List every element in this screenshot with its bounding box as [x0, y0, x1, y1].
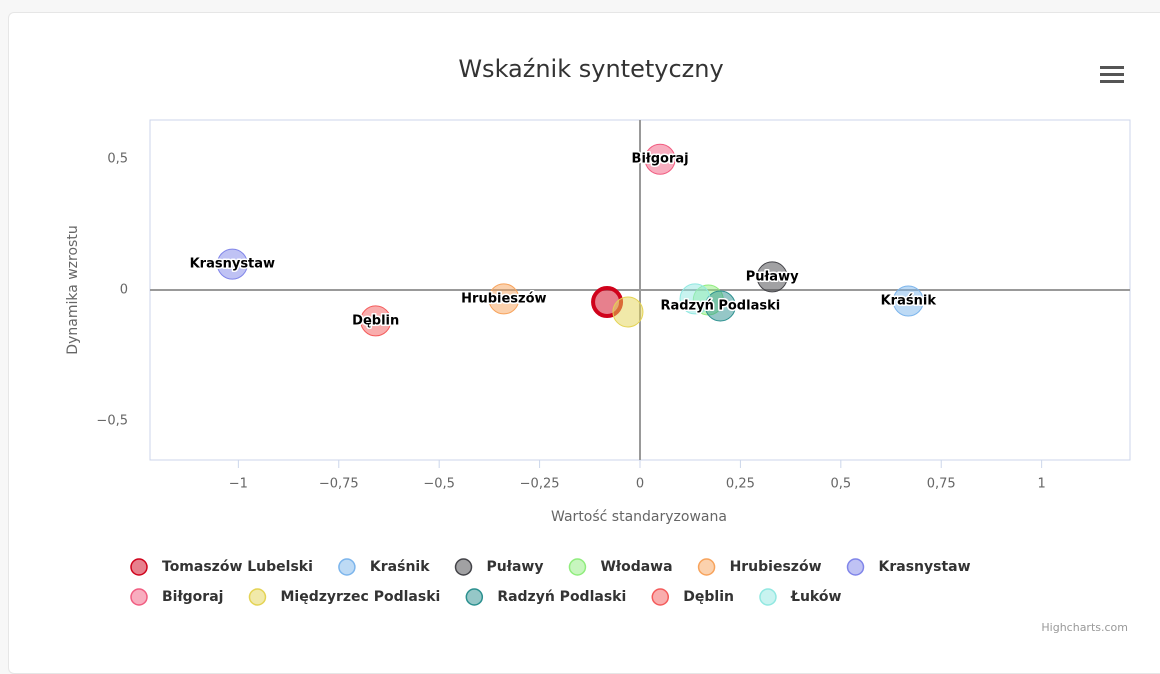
data-label: Kraśnik: [881, 293, 937, 308]
legend-item[interactable]: Puławy: [454, 558, 544, 576]
legend-item[interactable]: Międzyrzec Podlaski: [248, 588, 440, 606]
bubble[interactable]: [756, 261, 788, 293]
data-label: Radzyń Podlaski: [660, 298, 780, 313]
data-label: Hrubieszów: [461, 291, 546, 306]
x-tick-label: −1: [229, 477, 248, 492]
legend-item[interactable]: Biłgoraj: [130, 588, 223, 606]
legend: Tomaszów Lubelski Kraśnik Puławy Włodawa Hru…: [130, 558, 971, 606]
x-tick-label: 1: [1037, 477, 1045, 492]
legend-symbol: [338, 558, 356, 576]
legend-label: Krasnystaw: [879, 559, 971, 575]
data-label: Dęblin: [352, 313, 399, 328]
legend-item[interactable]: Włodawa: [568, 558, 673, 576]
legend-item[interactable]: Radzyń Podlaski: [465, 588, 626, 606]
legend-label: Puławy: [487, 559, 544, 575]
bubble[interactable]: [488, 283, 520, 315]
menu-bar[interactable]: [1100, 73, 1124, 76]
x-tick-label: 0,5: [830, 477, 851, 492]
legend-label: Radzyń Podlaski: [497, 589, 626, 605]
credits[interactable]: Highcharts.com: [1041, 621, 1128, 634]
data-label: Biłgoraj: [632, 152, 689, 167]
legend-item[interactable]: Tomaszów Lubelski: [130, 558, 313, 576]
legend-symbol: [465, 588, 484, 606]
legend-symbol: [568, 558, 587, 576]
bubble[interactable]: [612, 296, 644, 328]
legend-label: Dęblin: [683, 589, 734, 605]
bubble[interactable]: [360, 305, 392, 337]
y-tick-label: −0,5: [96, 413, 128, 428]
legend-symbol: [130, 558, 148, 576]
menu-bar[interactable]: [1100, 66, 1124, 69]
x-tick-label: −0,75: [319, 477, 359, 492]
legend-symbol: [846, 558, 865, 576]
menu-button[interactable]: [1100, 66, 1124, 83]
legend-symbol: [759, 588, 777, 606]
x-tick-label: 0,25: [726, 477, 755, 492]
legend-item[interactable]: Kraśnik: [338, 558, 430, 576]
legend-label: Włodawa: [600, 559, 672, 575]
x-tick-label: −0,25: [520, 477, 560, 492]
legend-symbol: [130, 588, 148, 606]
legend-label: Tomaszów Lubelski: [162, 559, 313, 575]
page: {"chart_data": { "type": "bubble", "titl…: [8, 12, 1160, 674]
x-tick-label: 0,75: [927, 477, 956, 492]
chart-title: Wskaźnik syntetyczny: [458, 55, 723, 83]
legend-symbol: [248, 588, 267, 606]
bubble[interactable]: [892, 285, 924, 317]
y-axis-title: Dynamika wzrostu: [65, 225, 81, 354]
legend-label: Biłgoraj: [162, 589, 223, 605]
y-tick-label: 0,5: [107, 152, 128, 167]
x-axis-title: Wartość standaryzowana: [551, 509, 727, 525]
x-tick-label: −0,5: [423, 477, 455, 492]
data-label: Krasnystaw: [190, 257, 275, 272]
legend-label: Międzyrzec Podlaski: [280, 589, 440, 605]
legend-item[interactable]: Łuków: [759, 588, 842, 606]
legend-item[interactable]: Dęblin: [651, 588, 734, 606]
menu-bar[interactable]: [1100, 80, 1124, 83]
legend-symbol: [454, 558, 473, 576]
legend-label: Łuków: [790, 589, 842, 605]
bubble[interactable]: [644, 143, 676, 175]
legend-label: Kraśnik: [370, 559, 430, 575]
legend-item[interactable]: Krasnystaw: [846, 558, 971, 576]
data-label: Puławy: [746, 269, 799, 284]
x-tick-label: 0: [636, 477, 644, 492]
legend-symbol: [697, 558, 716, 576]
bubble[interactable]: [216, 248, 248, 280]
legend-symbol: [651, 588, 670, 606]
legend-label: Hrubieszów: [730, 559, 822, 575]
legend-item[interactable]: Hrubieszów: [697, 558, 822, 576]
chart: Wskaźnik syntetyczny Wartość standaryzow…: [65, 55, 1131, 634]
bubble[interactable]: [679, 283, 711, 315]
y-tick-label: 0: [120, 283, 128, 298]
